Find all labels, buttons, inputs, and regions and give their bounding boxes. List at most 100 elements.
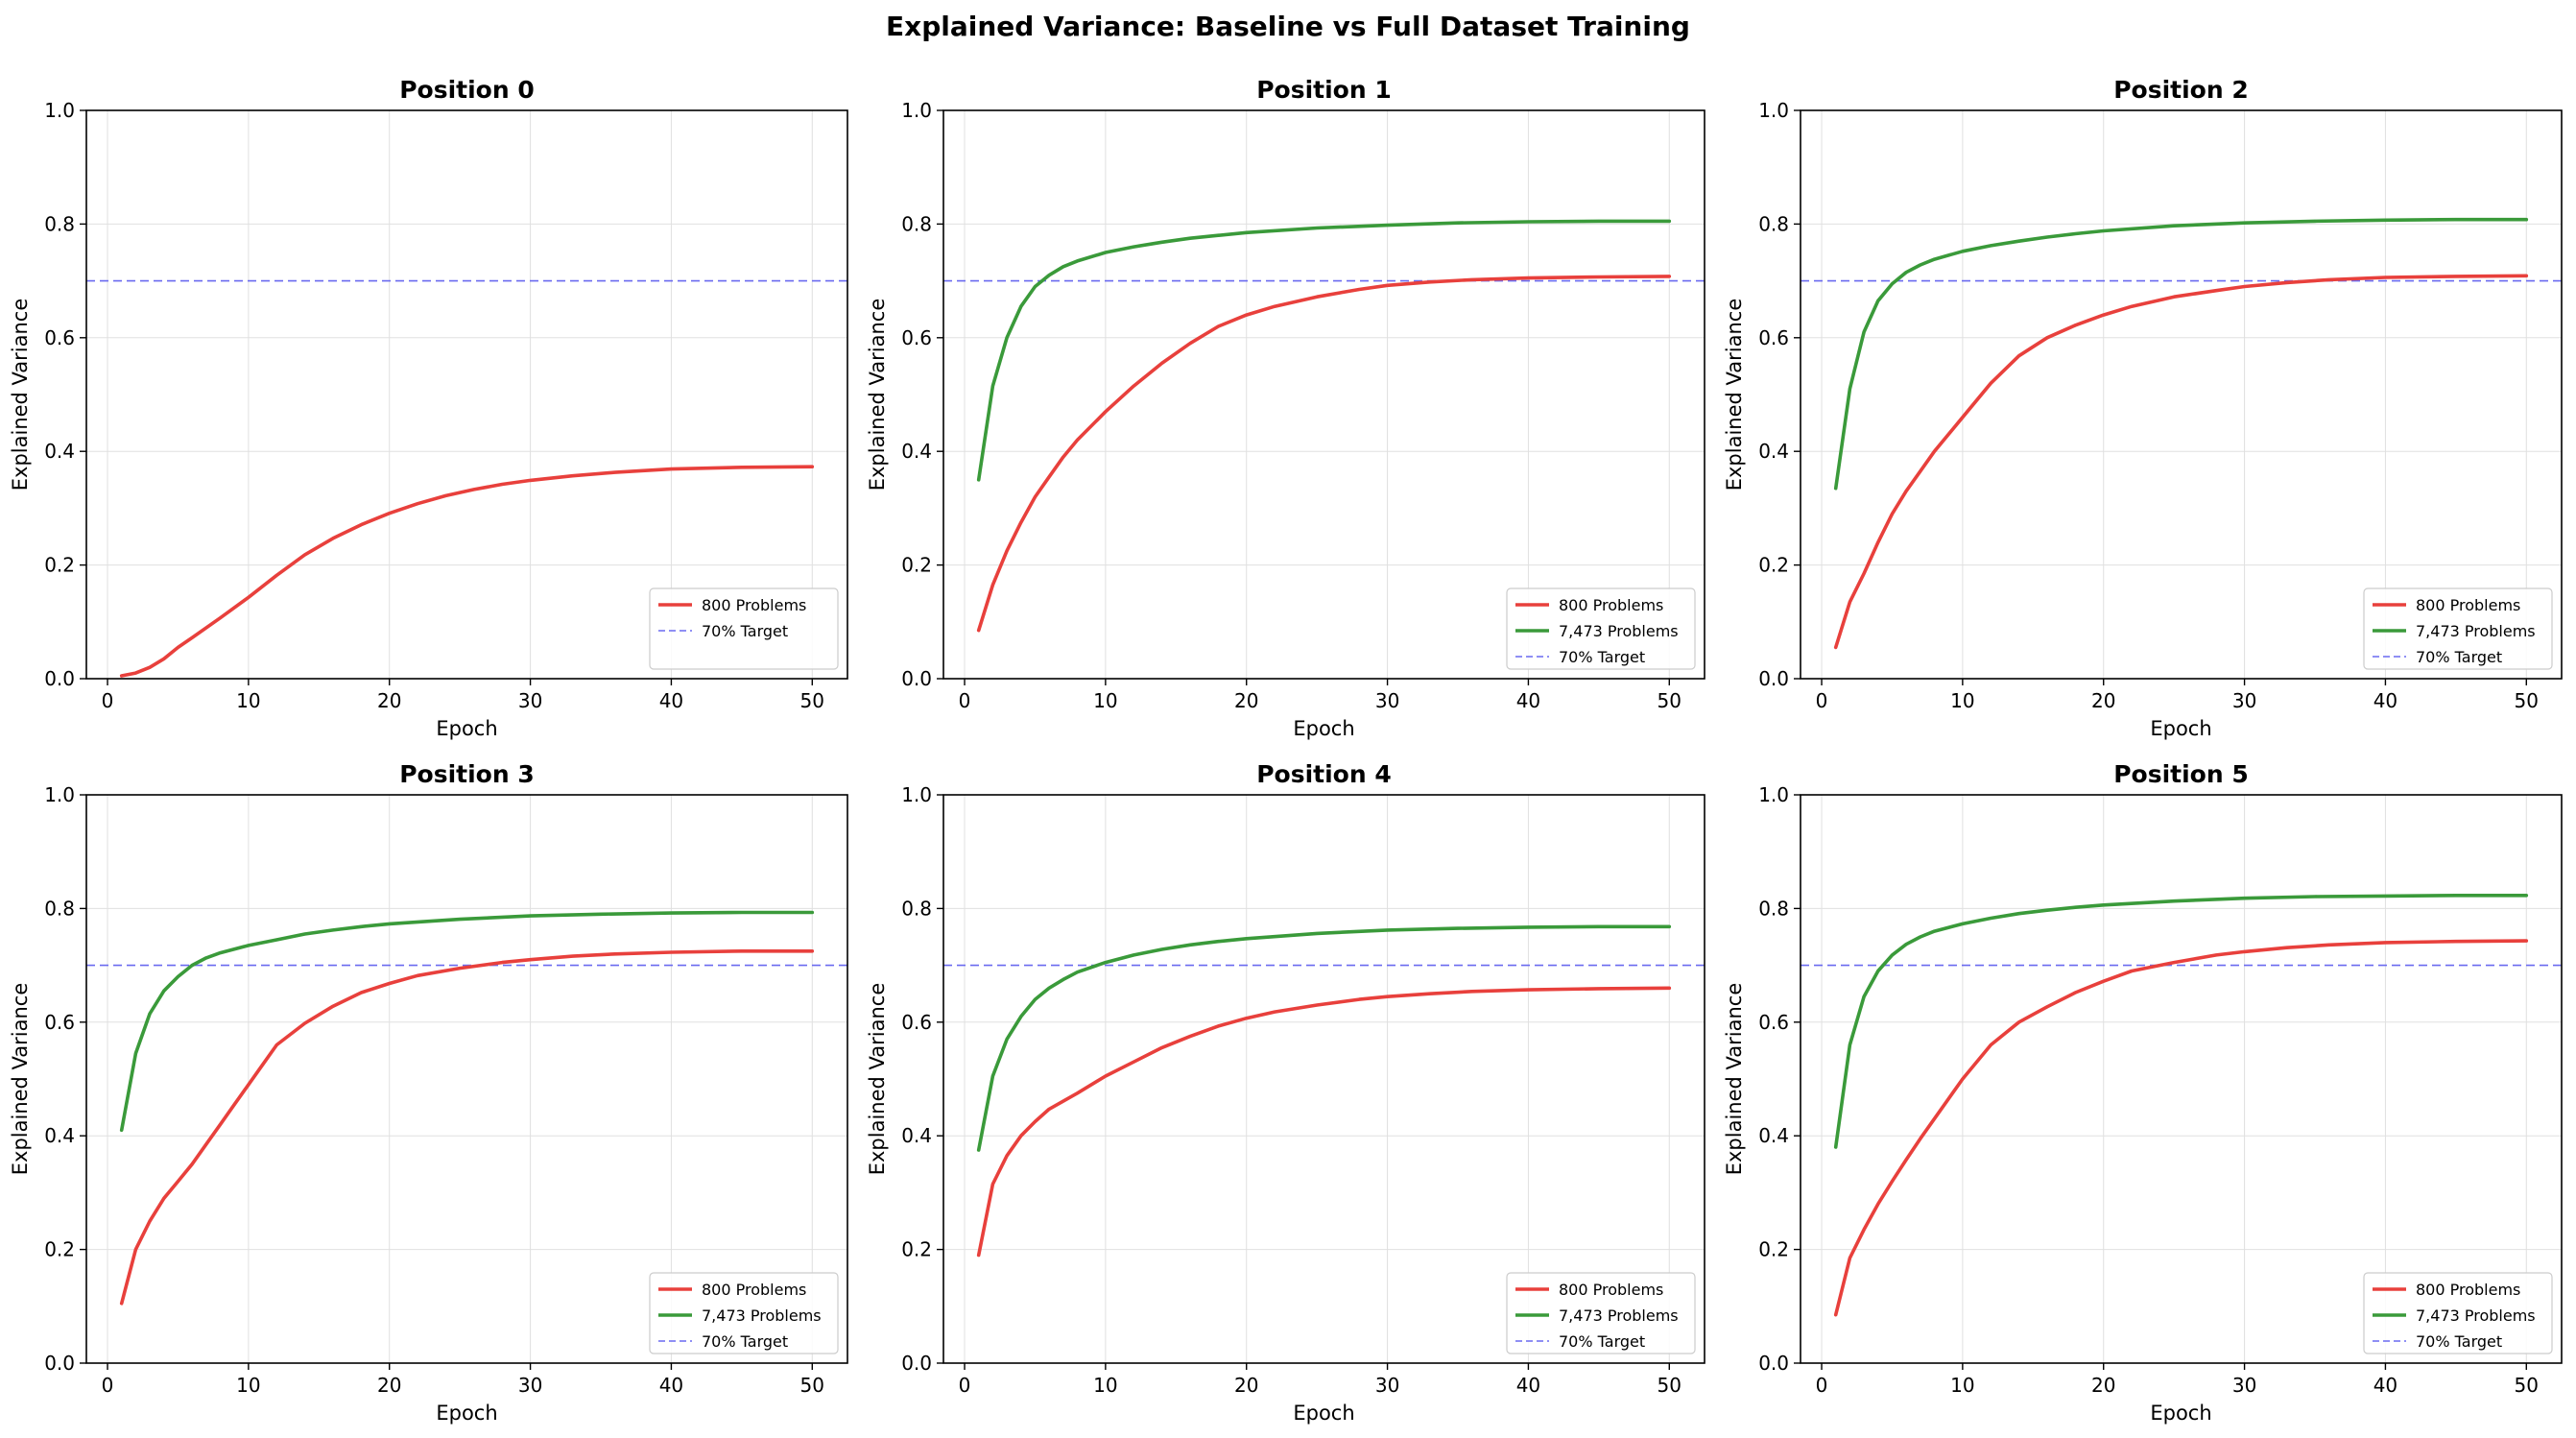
- y-axis-label: Explained Variance: [866, 983, 889, 1176]
- x-axis-label: Epoch: [1293, 717, 1354, 740]
- panel-3: 0 10 20 30 40 50 0.0 0.2 0.4 0.6 0.8 1.0 Position 3 E…: [9, 760, 848, 1425]
- panel-0: 0 10 20 30 40 50 0.0 0.2 0.4 0.6 0.8 1.0 Position 0 E…: [9, 76, 848, 740]
- x-tick-label: 30: [2232, 689, 2256, 712]
- legend-label: 70% Target: [1559, 1332, 1645, 1351]
- y-tick-label: 0.0: [1758, 667, 1789, 690]
- y-tick-label: 0.2: [44, 1238, 75, 1261]
- legend-label: 70% Target: [2416, 1332, 2502, 1351]
- legend-label: 7,473 Problems: [1559, 622, 1679, 640]
- axes-frame: [942, 109, 1705, 680]
- y-tick-label: 0.8: [1758, 897, 1789, 920]
- x-tick-label: 40: [2373, 1374, 2397, 1397]
- x-tick-label: 10: [1093, 1374, 1117, 1397]
- legend: 800 Problems 7,473 Problems 70% Target: [649, 1272, 839, 1354]
- y-tick-label: 0.6: [901, 1011, 932, 1034]
- x-tick-label: 30: [2232, 1374, 2256, 1397]
- x-axis-label: Epoch: [1293, 1402, 1354, 1425]
- series-line-0: [976, 275, 1672, 633]
- x-tick-label: 30: [518, 689, 542, 712]
- legend-label: 800 Problems: [702, 596, 806, 614]
- panel-4: 0 10 20 30 40 50 0.0 0.2 0.4 0.6 0.8 1.0 Position 4 E…: [866, 760, 1705, 1425]
- y-tick-label: 0.2: [44, 554, 75, 577]
- x-tick-label: 20: [2091, 689, 2115, 712]
- panel-title: Position 2: [2113, 76, 2249, 104]
- x-tick-label: 50: [2515, 1374, 2539, 1397]
- y-tick-label: 1.0: [44, 783, 75, 806]
- x-tick-label: 50: [1658, 689, 1682, 712]
- x-axis-label: Epoch: [436, 1402, 497, 1425]
- series-line-0: [1833, 274, 2529, 650]
- y-tick-label: 0.0: [901, 1352, 932, 1375]
- legend-label: 70% Target: [1559, 648, 1645, 666]
- x-tick-label: 20: [377, 1374, 401, 1397]
- y-tick-label: 0.8: [44, 212, 75, 235]
- x-tick-label: 0: [102, 689, 114, 712]
- y-axis-label: Explained Variance: [1723, 299, 1746, 491]
- x-tick-label: 30: [1375, 689, 1399, 712]
- y-tick-label: 0.8: [44, 897, 75, 920]
- y-tick-label: 1.0: [1758, 783, 1789, 806]
- x-tick-label: 20: [377, 689, 401, 712]
- y-tick-label: 1.0: [901, 783, 932, 806]
- x-tick-label: 10: [236, 689, 260, 712]
- y-tick-label: 0.6: [1758, 326, 1789, 349]
- legend: 800 Problems 7,473 Problems 70% Target: [2363, 1272, 2553, 1354]
- x-tick-label: 20: [1234, 1374, 1258, 1397]
- x-tick-label: 0: [959, 1374, 971, 1397]
- x-tick-label: 40: [659, 689, 683, 712]
- y-tick-label: 0.2: [1758, 1238, 1789, 1261]
- panel-title: Position 5: [2113, 760, 2249, 788]
- y-tick-label: 1.0: [901, 99, 932, 122]
- series-line-0: [1833, 939, 2529, 1317]
- y-tick-label: 0.4: [44, 440, 75, 463]
- legend-label: 7,473 Problems: [702, 1306, 822, 1325]
- y-axis-label: Explained Variance: [9, 299, 32, 491]
- x-tick-label: 10: [1950, 1374, 1974, 1397]
- y-tick-label: 0.6: [1758, 1011, 1789, 1034]
- y-tick-label: 0.2: [1758, 554, 1789, 577]
- legend-box: [2363, 587, 2553, 670]
- x-tick-label: 10: [236, 1374, 260, 1397]
- legend-label: 7,473 Problems: [1559, 1306, 1679, 1325]
- y-tick-label: 0.2: [901, 554, 932, 577]
- x-tick-label: 20: [1234, 689, 1258, 712]
- legend-label: 70% Target: [702, 1332, 788, 1351]
- y-tick-label: 0.6: [901, 326, 932, 349]
- x-tick-label: 50: [800, 689, 824, 712]
- legend-label: 800 Problems: [1559, 596, 1663, 614]
- legend: 800 Problems 7,473 Problems 70% Target: [1506, 1272, 1696, 1354]
- axes-frame: [85, 109, 848, 680]
- panel-2: 0 10 20 30 40 50 0.0 0.2 0.4 0.6 0.8 1.0 Position 2 E…: [1723, 76, 2563, 740]
- x-tick-label: 30: [518, 1374, 542, 1397]
- x-tick-label: 50: [800, 1374, 824, 1397]
- legend-box: [1506, 1272, 1696, 1354]
- x-axis-label: Epoch: [436, 717, 497, 740]
- legend-label: 7,473 Problems: [2416, 1306, 2536, 1325]
- y-tick-label: 0.0: [901, 667, 932, 690]
- y-tick-label: 0.2: [901, 1238, 932, 1261]
- y-tick-label: 1.0: [44, 99, 75, 122]
- y-tick-label: 0.0: [1758, 1352, 1789, 1375]
- y-tick-label: 0.4: [44, 1124, 75, 1147]
- legend: 800 Problems 70% Target: [649, 587, 839, 670]
- y-tick-label: 0.0: [44, 1352, 75, 1375]
- x-axis-label: Epoch: [2150, 717, 2211, 740]
- series-line-1: [1833, 217, 2529, 491]
- x-tick-label: 50: [1658, 1374, 1682, 1397]
- y-axis-label: Explained Variance: [1723, 983, 1746, 1176]
- x-tick-label: 40: [1516, 689, 1540, 712]
- series-line-0: [976, 986, 1672, 1258]
- y-tick-label: 0.6: [44, 326, 75, 349]
- series-line-1: [119, 910, 815, 1133]
- legend: 800 Problems 7,473 Problems 70% Target: [2363, 587, 2553, 670]
- y-tick-label: 0.4: [901, 440, 932, 463]
- x-tick-label: 0: [1816, 689, 1828, 712]
- y-axis-label: Explained Variance: [866, 299, 889, 491]
- legend: 800 Problems 7,473 Problems 70% Target: [1506, 587, 1696, 670]
- series-line-1: [976, 924, 1672, 1152]
- y-tick-label: 0.4: [1758, 1124, 1789, 1147]
- panel-title: Position 1: [1256, 76, 1392, 104]
- legend-box: [2363, 1272, 2553, 1354]
- series-line-0: [119, 948, 815, 1306]
